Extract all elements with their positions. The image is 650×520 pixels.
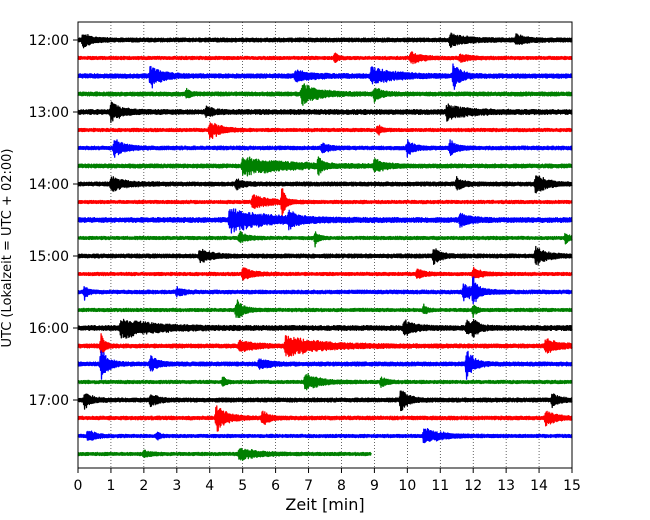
x-tick-label: 9 <box>370 478 379 494</box>
x-tick-label: 7 <box>304 478 313 494</box>
x-tick-label: 13 <box>497 478 515 494</box>
x-tick-label: 0 <box>74 478 83 494</box>
y-tick-label: 15:00 <box>29 249 69 265</box>
y-axis-label: UTC (Lokalzeit = UTC + 02:00) <box>0 149 15 348</box>
plot-frame <box>77 21 573 469</box>
trace-1345 <box>77 156 573 177</box>
trace-1200 <box>77 32 573 49</box>
trace-1730 <box>77 428 573 444</box>
trace-1430 <box>77 208 573 234</box>
y-tick-label: 12:00 <box>29 33 69 49</box>
trace-1415 <box>77 188 573 217</box>
seismic-traces <box>77 32 573 461</box>
x-tick-label: 15 <box>563 478 581 494</box>
x-axis-label: Zeit [min] <box>285 495 364 514</box>
x-axis-ticks: 0 1 2 3 4 5 6 7 8 9 10 11 12 13 14 15 <box>74 468 581 494</box>
x-tick-label: 12 <box>464 478 482 494</box>
x-tick-label: 1 <box>106 478 115 494</box>
y-tick-label: 13:00 <box>29 105 69 121</box>
x-tick-label: 3 <box>172 478 181 494</box>
trace-1300 <box>77 101 573 124</box>
trace-1245 <box>77 83 573 106</box>
trace-1600 <box>77 318 573 339</box>
x-tick-label: 2 <box>139 478 148 494</box>
trace-1700 <box>77 390 573 412</box>
trace-1745 <box>77 447 372 461</box>
x-tick-label: 10 <box>398 478 416 494</box>
y-tick-label: 14:00 <box>29 177 69 193</box>
x-tick-label: 11 <box>431 478 449 494</box>
x-tick-label: 8 <box>337 478 346 494</box>
trace-1545 <box>77 299 573 319</box>
x-tick-label: 14 <box>530 478 548 494</box>
trace-1530 <box>77 276 573 305</box>
trace-1315 <box>77 122 573 140</box>
trace-1400 <box>77 175 573 194</box>
x-tick-label: 4 <box>205 478 214 494</box>
trace-1630 <box>77 350 573 380</box>
x-tick-label: 5 <box>238 478 247 494</box>
trace-1715 <box>77 405 573 432</box>
trace-1615 <box>77 333 573 360</box>
y-tick-label: 17:00 <box>29 393 69 409</box>
trace-1500 <box>77 245 573 266</box>
trace-1515 <box>77 266 573 281</box>
y-tick-label: 16:00 <box>29 321 69 337</box>
trace-1230 <box>77 63 573 90</box>
trace-1645 <box>77 373 573 391</box>
trace-1445 <box>77 230 573 248</box>
trace-1215 <box>77 51 573 65</box>
trace-1330 <box>77 139 573 158</box>
y-axis-ticks: 12:00 13:00 14:00 15:00 16:00 17:00 <box>29 33 78 409</box>
x-tick-label: 6 <box>271 478 280 494</box>
